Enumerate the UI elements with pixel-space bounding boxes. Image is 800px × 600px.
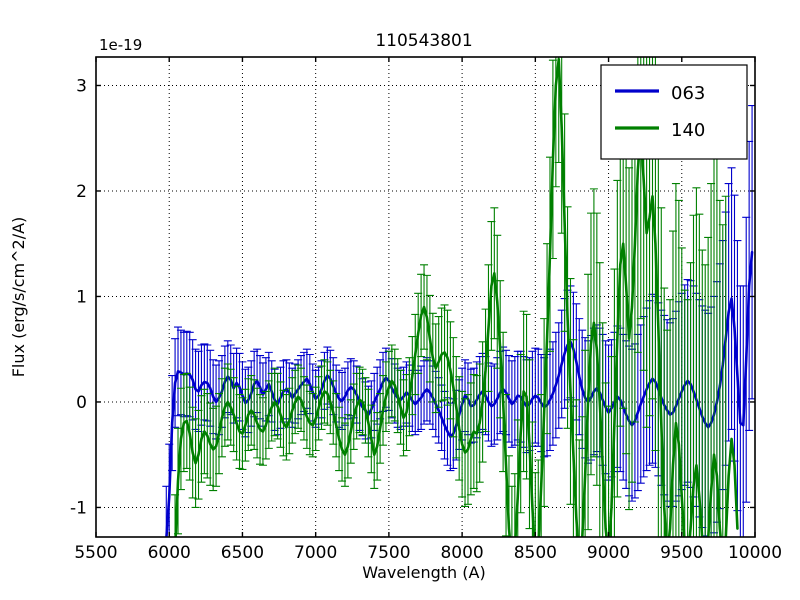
x-tick-label: 7000 <box>294 543 337 563</box>
x-tick-label: 8000 <box>440 543 483 563</box>
y-tick-label: 1 <box>76 287 87 307</box>
series-line-140 <box>174 57 739 537</box>
x-tick-label: 8500 <box>514 543 557 563</box>
y-tick-label: -1 <box>70 498 87 518</box>
x-axis-label: Wavelength (A) <box>362 563 485 582</box>
x-tick-label: 6500 <box>221 543 264 563</box>
x-tick-label: 9000 <box>587 543 630 563</box>
chart-legend[interactable]: 063 140 <box>600 64 748 160</box>
y-tick-label: 2 <box>76 182 87 202</box>
x-tick-label: 5500 <box>74 543 117 563</box>
y-axis-offset-label: 1e-19 <box>99 36 142 54</box>
x-tick-label: 9500 <box>660 543 703 563</box>
axis-ticks: 5500 6000 6500 7000 7500 8000 8500 9000 9500 1000… <box>70 57 782 563</box>
y-tick-label: 0 <box>76 393 87 413</box>
legend-box <box>600 64 748 160</box>
x-tick-label: 7500 <box>367 543 410 563</box>
legend-label-140[interactable]: 140 <box>671 120 705 141</box>
x-tick-label: 10000 <box>728 543 782 563</box>
y-tick-label: 3 <box>76 76 87 96</box>
data-series-layer <box>162 57 755 537</box>
y-axis-label: Flux (erg/s/cm^2/A) <box>9 217 28 378</box>
chart-title: 110543801 <box>375 31 472 51</box>
legend-label-063[interactable]: 063 <box>671 83 705 104</box>
x-tick-label: 6000 <box>148 543 191 563</box>
